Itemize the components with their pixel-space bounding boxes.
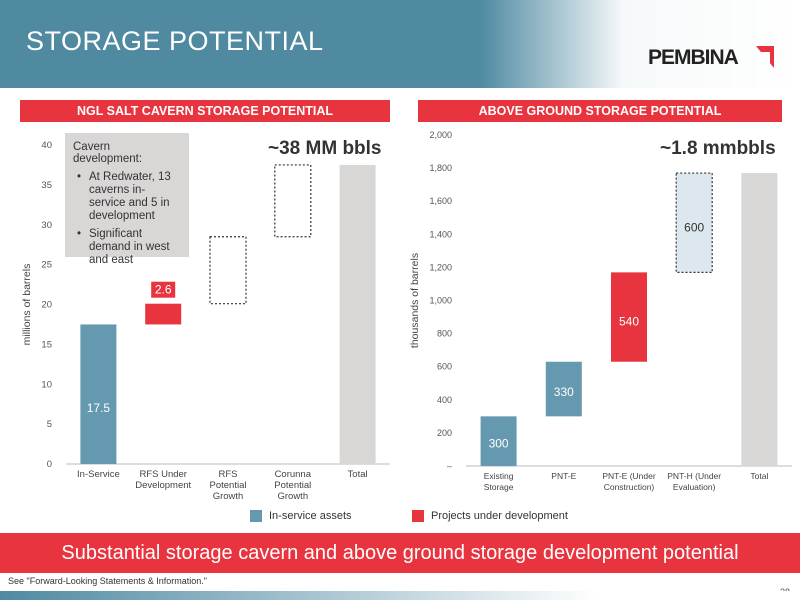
- logo-text: PEMBINA: [648, 46, 739, 69]
- legend-label: Projects under development: [431, 510, 568, 522]
- y-tick-label: 1,800: [429, 163, 452, 173]
- bar-in_service: [545, 361, 582, 417]
- left-panel-heading: NGL SALT CAVERN STORAGE POTENTIAL: [20, 100, 390, 122]
- bar-project: [145, 303, 182, 325]
- y-tick-label: 25: [41, 260, 52, 271]
- bar-potential: [274, 164, 312, 238]
- bar-potential: [209, 236, 247, 305]
- y-tick-label: 15: [41, 339, 52, 350]
- x-category-label: Total: [750, 471, 768, 481]
- legend-swatch-in-service: [250, 510, 262, 523]
- page-title: STORAGE POTENTIAL: [26, 26, 324, 56]
- x-category-label: Construction): [604, 482, 655, 492]
- y-tick-label: 1,600: [429, 196, 452, 206]
- legend-label: In-service assets: [269, 510, 352, 522]
- bar-in_service: [80, 324, 117, 464]
- logo-mark-icon: [756, 46, 774, 68]
- x-category-label: Potential: [274, 480, 311, 491]
- header-bar: STORAGE POTENTIAL: [0, 0, 800, 88]
- summary-banner: Substantial storage cavern and above gro…: [0, 533, 800, 573]
- y-tick-label: 40: [41, 140, 52, 151]
- y-tick-label: 600: [437, 362, 452, 372]
- left-total-label: ~38 MM bbls: [268, 138, 382, 159]
- legend-in-service: In-service assets: [250, 510, 352, 523]
- above-ground-chart: – 200 400 600 800 1,000 1,200 1,400 1,600 1,800 2,…: [409, 130, 792, 492]
- bar-value-label: 17.5: [87, 401, 111, 415]
- right-total-label: ~1.8 mmbbls: [660, 138, 776, 159]
- y-tick-label: 400: [437, 395, 452, 405]
- callout-list: At Redwater, 13 caverns in-service and 5…: [73, 171, 181, 267]
- x-category-label: Growth: [213, 491, 244, 502]
- callout-title: Cavern development:: [73, 141, 143, 165]
- y-tick-label: 10: [41, 379, 52, 390]
- y-tick-label: 20: [41, 300, 52, 311]
- footnote: See "Forward-Looking Statements & Inform…: [8, 576, 207, 586]
- x-category-label: Growth: [277, 491, 308, 502]
- y-axis-label: millions of barrels: [21, 264, 33, 346]
- callout-item: Significant demand in west and east: [77, 228, 181, 267]
- x-category-label: In-Service: [77, 469, 120, 480]
- y-tick-label: 1,200: [429, 262, 452, 272]
- x-category-label: Total: [348, 469, 368, 480]
- ngl-cavern-chart: 0 5 10 15 20 25 30 35 40 millions of barrels 17.5 I…: [21, 140, 390, 502]
- y-tick-label: 1,400: [429, 229, 452, 239]
- bar-total: [741, 173, 778, 466]
- y-tick-label: 2,000: [429, 130, 452, 140]
- bar-value-label: 2.6: [155, 283, 172, 297]
- x-category-label: PNT-E: [551, 471, 576, 481]
- bar-evaluation: [675, 172, 713, 273]
- right-panel-heading: ABOVE GROUND STORAGE POTENTIAL: [418, 100, 782, 122]
- bar-value-label: 300: [489, 437, 509, 451]
- header-fade: [480, 0, 800, 88]
- bar-value-label: 330: [554, 385, 574, 399]
- bar-value-label: 600: [684, 221, 704, 235]
- x-category-label: RFS Under: [139, 469, 187, 480]
- y-tick-label: 35: [41, 180, 52, 191]
- y-tick-label: 5: [47, 419, 52, 430]
- y-tick-label: 30: [41, 220, 52, 231]
- bar-value-box: [151, 281, 176, 298]
- y-tick-label: 0: [47, 459, 52, 470]
- x-category-label: Storage: [484, 482, 514, 492]
- y-tick-label: –: [447, 461, 452, 471]
- x-category-label: Potential: [210, 480, 247, 491]
- y-tick-label: 200: [437, 428, 452, 438]
- x-category-label: Corunna: [275, 469, 312, 480]
- bar-in_service: [480, 416, 517, 466]
- bar-value-label: 540: [619, 315, 639, 329]
- x-category-label: PNT-H (Under: [667, 471, 721, 481]
- cavern-development-callout: Cavern development: At Redwater, 13 cave…: [65, 133, 189, 266]
- x-category-label: RFS: [219, 469, 238, 480]
- bar-total: [339, 164, 376, 464]
- legend-swatch-projects: [412, 510, 424, 523]
- x-category-label: Evaluation): [673, 482, 716, 492]
- x-category-label: Existing: [484, 471, 514, 481]
- y-tick-label: 1,000: [429, 296, 452, 306]
- y-axis-label: thousands of barrels: [409, 253, 421, 348]
- legend-projects: Projects under development: [412, 510, 568, 523]
- y-tick-label: 800: [437, 329, 452, 339]
- pembina-logo: PEMBINA: [648, 44, 776, 72]
- x-category-label: Development: [135, 480, 191, 491]
- x-category-label: PNT-E (Under: [602, 471, 656, 481]
- bar-project: [611, 272, 647, 362]
- bottom-strip: [0, 591, 800, 600]
- callout-item: At Redwater, 13 caverns in-service and 5…: [77, 171, 181, 223]
